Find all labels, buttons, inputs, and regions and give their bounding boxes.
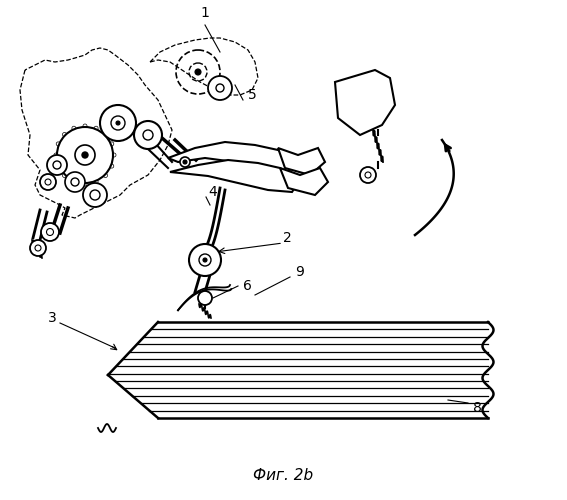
- Circle shape: [62, 174, 66, 178]
- Text: 1: 1: [201, 6, 209, 20]
- Circle shape: [40, 174, 56, 190]
- Text: Фиг. 2b: Фиг. 2b: [253, 468, 313, 482]
- Circle shape: [104, 132, 108, 136]
- Circle shape: [82, 152, 88, 158]
- Circle shape: [360, 167, 376, 183]
- Polygon shape: [168, 142, 298, 172]
- Circle shape: [54, 153, 58, 157]
- Circle shape: [195, 69, 201, 75]
- Circle shape: [57, 127, 113, 183]
- Circle shape: [104, 174, 108, 178]
- Polygon shape: [280, 168, 328, 195]
- Circle shape: [183, 160, 187, 164]
- Text: 4: 4: [208, 185, 217, 199]
- Polygon shape: [170, 160, 300, 192]
- Circle shape: [112, 153, 116, 157]
- Circle shape: [62, 132, 66, 136]
- Circle shape: [100, 105, 136, 141]
- Circle shape: [110, 164, 114, 168]
- Circle shape: [198, 291, 212, 305]
- Circle shape: [83, 183, 107, 207]
- Circle shape: [134, 121, 162, 149]
- Circle shape: [47, 155, 67, 175]
- Circle shape: [30, 240, 46, 256]
- Circle shape: [203, 258, 207, 262]
- Text: 9: 9: [295, 265, 304, 279]
- Polygon shape: [335, 70, 395, 135]
- Circle shape: [208, 76, 232, 100]
- Text: 8: 8: [473, 401, 482, 415]
- Circle shape: [56, 164, 60, 168]
- Circle shape: [94, 126, 98, 130]
- Circle shape: [110, 142, 114, 146]
- Polygon shape: [108, 322, 488, 418]
- Circle shape: [189, 244, 221, 276]
- Circle shape: [72, 126, 76, 130]
- Circle shape: [41, 223, 59, 241]
- Circle shape: [180, 157, 190, 167]
- Circle shape: [94, 180, 98, 184]
- Circle shape: [83, 182, 87, 186]
- Polygon shape: [278, 148, 325, 175]
- Circle shape: [72, 180, 76, 184]
- Text: 3: 3: [48, 311, 56, 325]
- Circle shape: [116, 121, 120, 125]
- Text: 5: 5: [248, 88, 257, 102]
- Text: 6: 6: [243, 279, 252, 293]
- Text: 2: 2: [283, 231, 292, 245]
- Circle shape: [56, 142, 60, 146]
- Circle shape: [65, 172, 85, 192]
- Circle shape: [83, 124, 87, 128]
